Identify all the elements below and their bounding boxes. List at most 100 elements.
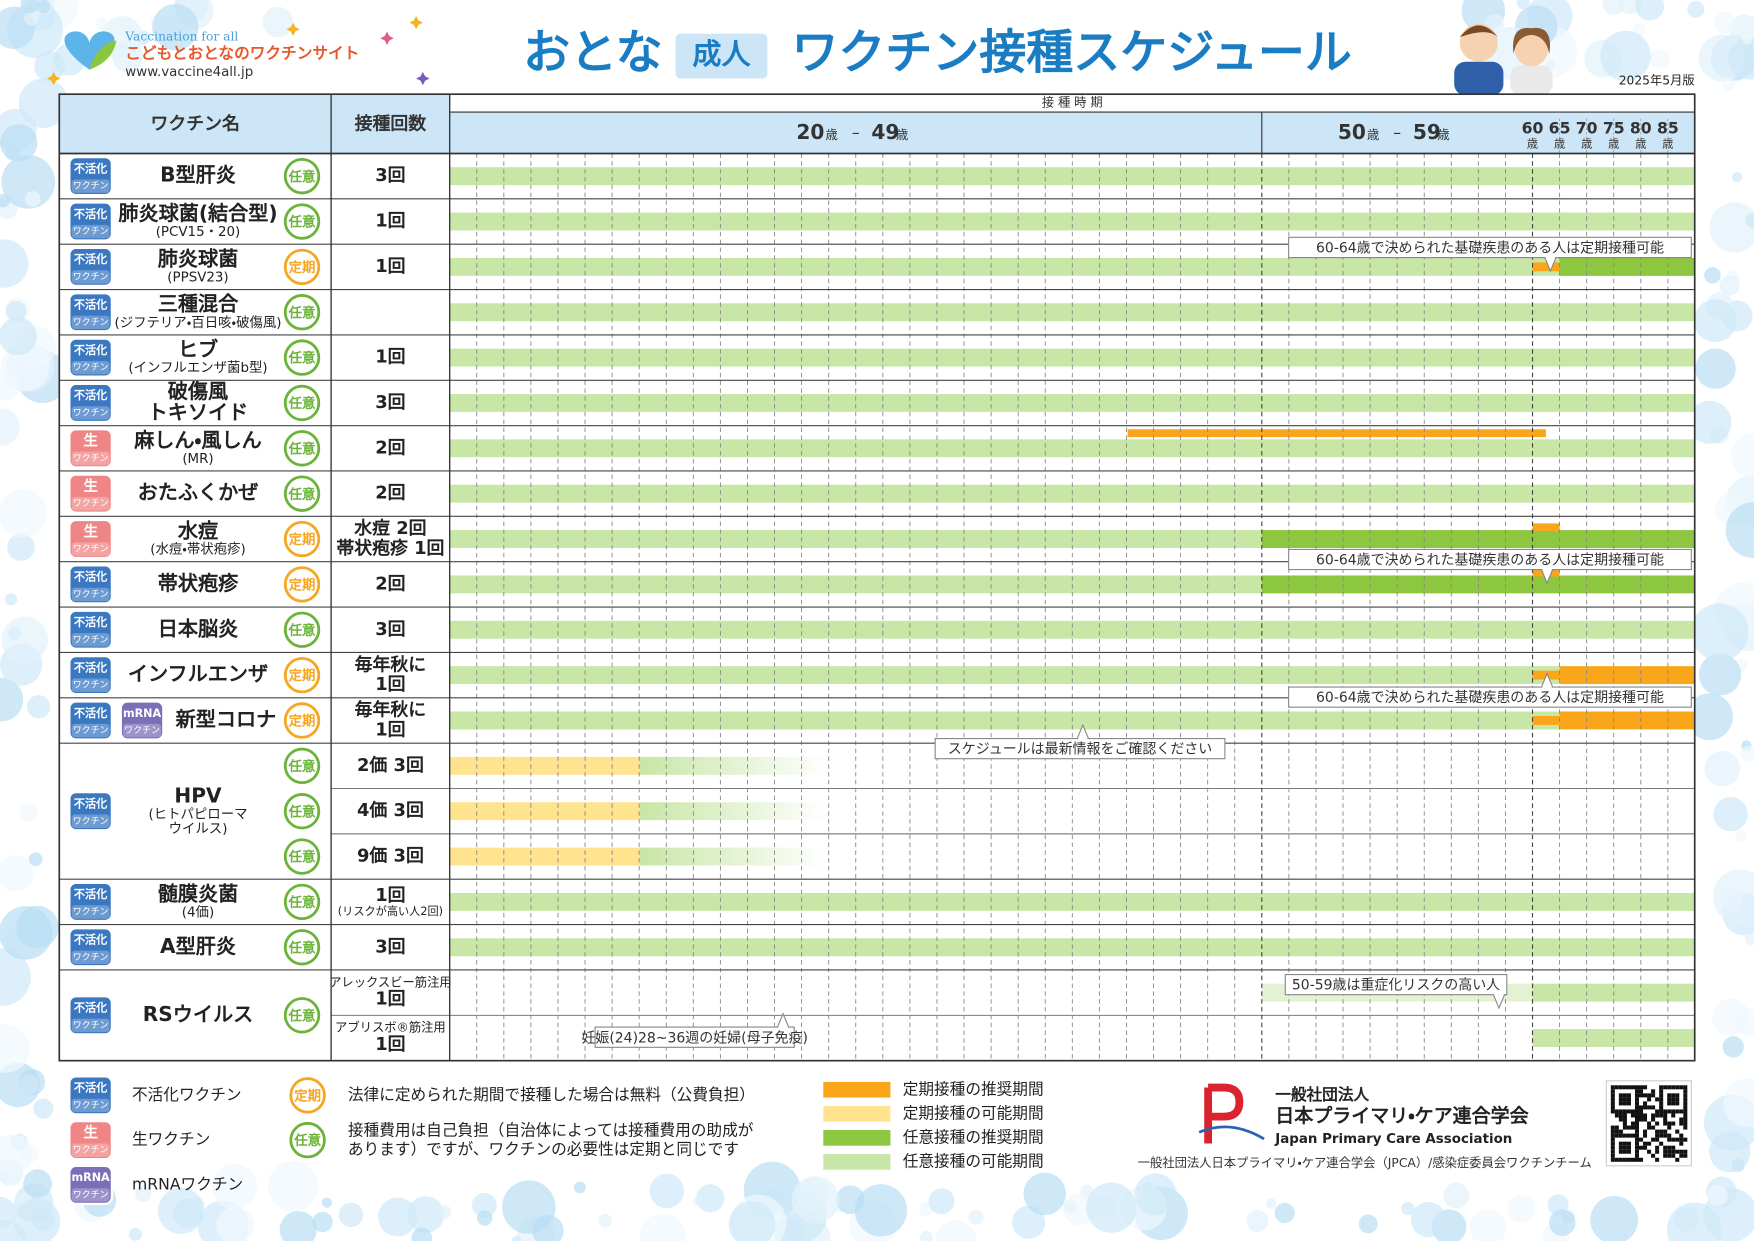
callout-pointer	[1544, 257, 1557, 273]
badge	[68, 654, 113, 696]
qr-cell	[1630, 1109, 1635, 1114]
badge-top: 生	[83, 477, 98, 495]
age-dash: –	[1393, 123, 1401, 142]
bubble	[1549, 1209, 1576, 1237]
badge	[68, 1164, 113, 1205]
vaccine-name: (インフルエンザ菌b型)	[128, 360, 267, 376]
qr-cell	[1659, 1101, 1664, 1106]
qr-cell	[1630, 1121, 1635, 1126]
legend-period-label: 任意接種の可能期間	[903, 1151, 1044, 1170]
qr-cell	[1679, 1141, 1684, 1146]
qr-cell	[1647, 1125, 1652, 1130]
qr-cell	[1618, 1133, 1623, 1138]
legend-swatch	[823, 1154, 891, 1170]
qr-cell	[1643, 1113, 1648, 1118]
callout-box	[1288, 236, 1692, 259]
badge	[68, 1075, 113, 1116]
badge	[68, 609, 113, 650]
bubble	[1635, 0, 1665, 21]
legend-category-text: 接種費用は自己負担（自治体によっては接種費用の助成が	[348, 1121, 754, 1140]
bubble	[1719, 275, 1740, 296]
category-text: 定期	[289, 259, 316, 276]
bubble	[32, 1209, 55, 1232]
badge-lower	[71, 270, 110, 284]
bubble	[112, 40, 144, 73]
qr-cell	[1679, 1133, 1684, 1138]
qr-cell	[1651, 1105, 1656, 1110]
vaccine-name: インフルエンザ	[128, 662, 268, 686]
org-type: 一般社団法人	[1275, 1085, 1369, 1104]
bubble	[0, 948, 31, 1006]
qr-cell	[1639, 1113, 1644, 1118]
period-bar	[1532, 262, 1560, 272]
qr-cell	[1639, 1089, 1644, 1094]
qr-cell	[1683, 1109, 1688, 1114]
bubble	[1023, 1172, 1066, 1216]
badge-lower	[71, 723, 110, 738]
bubble	[649, 1173, 685, 1209]
age-unit: 歳	[1608, 138, 1619, 151]
age-point: 60	[1522, 118, 1544, 137]
qr-cell	[1659, 1089, 1664, 1094]
badge-lower	[71, 814, 110, 828]
qr-cell	[1683, 1089, 1688, 1094]
bubble	[1709, 1131, 1751, 1173]
callout-text: 60-64歳で決められた基礎疾患のある人は定期接種可能	[1316, 240, 1664, 257]
badge-lower	[71, 451, 110, 466]
qr-cell	[1639, 1157, 1644, 1162]
period-bar	[1559, 666, 1695, 685]
badge-top: 不活化	[74, 933, 108, 947]
qr-cell	[1647, 1097, 1652, 1102]
qr-cell	[1671, 1149, 1676, 1154]
age-to: 49	[871, 120, 899, 144]
star	[286, 22, 300, 37]
bubble	[437, 1205, 452, 1219]
badge	[119, 700, 165, 741]
category-text: 定期	[289, 531, 316, 548]
qr-cell	[1679, 1149, 1684, 1154]
qr-cell	[1675, 1129, 1680, 1134]
qr-cell	[1618, 1097, 1623, 1102]
qr-cell	[1630, 1125, 1635, 1130]
badge-top: 不活化	[74, 706, 108, 720]
bubble	[262, 6, 294, 38]
period-bar	[449, 847, 640, 866]
site-name: こどもとおとなのワクチンサイト	[125, 43, 359, 62]
bubble	[1690, 603, 1749, 661]
badge	[68, 428, 113, 469]
qr-cell	[1610, 1149, 1615, 1154]
qr-cell	[1634, 1145, 1640, 1150]
callout-box	[594, 1026, 795, 1048]
category-badge	[289, 1121, 326, 1159]
site-tagline: Vaccination for all	[124, 30, 238, 44]
dose-count: 1回	[375, 256, 405, 277]
category-text: 任意	[293, 1132, 321, 1149]
category-text: 任意	[288, 803, 316, 820]
bubble	[1545, 59, 1556, 70]
qr-cell	[1659, 1141, 1664, 1146]
bubble	[1709, 202, 1754, 253]
bubble	[1722, 1078, 1754, 1128]
org-footer: 一般社団法人日本プライマリ・ケア連合学会（JPCA）/感染症委員会ワクチンチーム	[1138, 1155, 1592, 1170]
callout-text: 60-64歳で決められた基礎疾患のある人は定期接種可能	[1316, 689, 1664, 706]
qr-cell	[1639, 1105, 1644, 1110]
vaccine-name: 髄膜炎菌	[158, 881, 239, 905]
badge	[68, 564, 113, 605]
bubble	[0, 855, 34, 892]
callout-text: 50-59歳は重症化リスクの高い人	[1292, 977, 1500, 994]
period-bar	[449, 212, 1695, 231]
vaccine-name: B型肝炎	[160, 163, 236, 187]
qr-cell	[1651, 1137, 1656, 1142]
qr-cell	[1659, 1133, 1664, 1138]
bubble	[1600, 30, 1651, 82]
vaccine-name: 水痘	[177, 518, 218, 542]
vaccine-name: HPV	[174, 784, 222, 808]
qr-cell	[1626, 1085, 1631, 1090]
period-bar	[449, 802, 640, 821]
badge-top: 生	[83, 432, 98, 450]
vaccine-name: ウイルス)	[169, 821, 228, 837]
bubble	[7, 533, 35, 561]
bubble	[95, 17, 109, 31]
qr-cell	[1630, 1157, 1635, 1162]
qr-cell	[1610, 1133, 1615, 1138]
